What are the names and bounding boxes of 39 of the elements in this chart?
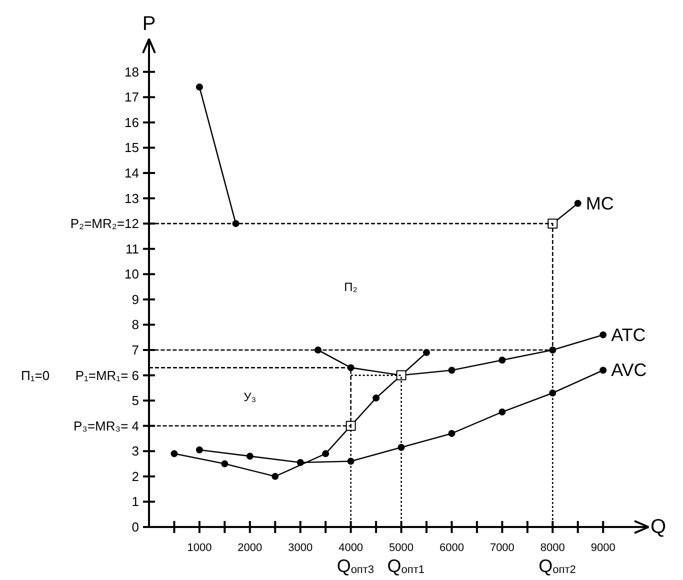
text: Qопт3 xyxy=(336,556,374,576)
y-tick-label: 15 xyxy=(124,140,140,156)
x-tick-label: 6000 xyxy=(439,542,464,554)
y-tick-label: 8 xyxy=(132,317,140,332)
y-tick-label: P₁=MR₁= 6 xyxy=(75,368,139,383)
y-tick-label: P₃=MR₃= 4 xyxy=(74,418,140,434)
x-tick-label: 7000 xyxy=(490,542,514,554)
y-tick-label: 0 xyxy=(132,520,140,534)
y-tick-label: 10 xyxy=(124,266,140,282)
y-tick-label: 18 xyxy=(124,64,140,80)
x-tick-label: 4000 xyxy=(338,542,364,554)
y-tick-label: 2 xyxy=(132,468,140,484)
y-tick-label: 14 xyxy=(124,166,140,181)
series-label: MC xyxy=(586,193,614,214)
y-tick-label: 9 xyxy=(132,292,140,307)
x-tick-label: 8000 xyxy=(540,542,565,554)
y-tick-label: 1 xyxy=(132,494,140,510)
y-tick-label: 11 xyxy=(126,241,140,256)
text: Qопт1 xyxy=(387,556,425,576)
y-tick-label: 7 xyxy=(132,342,140,358)
x-tick-label: 1000 xyxy=(187,542,212,554)
y-tick-label: 3 xyxy=(132,444,140,459)
x-tick-label: 3000 xyxy=(288,542,313,554)
y-tick-label: 17 xyxy=(124,90,140,105)
y-tick-label: P₂=MR₂=12 xyxy=(70,216,139,232)
y-tick-label: 5 xyxy=(132,393,140,408)
y-axis-title: P xyxy=(142,13,156,35)
series-label: AVC xyxy=(611,360,647,380)
x-tick-label: 5000 xyxy=(389,542,414,554)
x-tick-label: 2000 xyxy=(238,542,262,554)
x-tick-label: 9000 xyxy=(590,542,616,554)
annotation: У₃ xyxy=(244,390,256,404)
text: Qопт2 xyxy=(538,556,576,576)
x-axis-title: Q xyxy=(650,516,666,538)
y-tick-label: 13 xyxy=(124,190,140,206)
text: П₁=0 xyxy=(21,368,50,383)
y-tick-label: 16 xyxy=(124,114,140,130)
series-label: ATC xyxy=(611,324,646,345)
annotation: П₂ xyxy=(344,280,358,294)
